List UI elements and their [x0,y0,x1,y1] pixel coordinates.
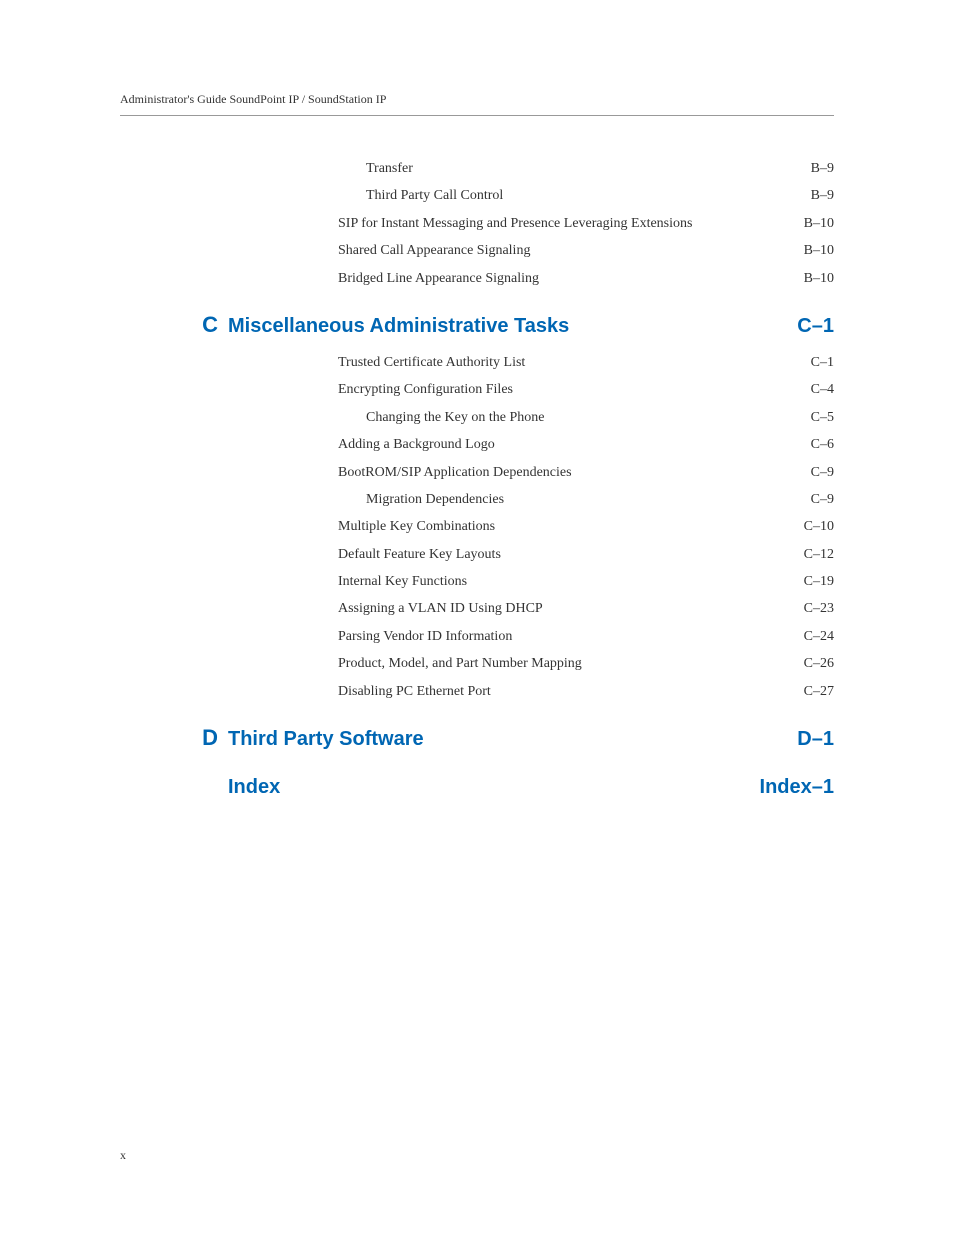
toc-page-ref: C–4 [811,379,834,401]
page-number: x [120,1148,126,1163]
toc-entry[interactable]: Encrypting Configuration Files C–4 [120,379,834,401]
toc-label: Product, Model, and Part Number Mapping [338,653,582,675]
toc-label: Bridged Line Appearance Signaling [338,268,539,290]
toc-page-ref: C–26 [804,653,834,675]
toc-entry[interactable]: SIP for Instant Messaging and Presence L… [120,213,834,235]
toc-entry[interactable]: Changing the Key on the Phone C–5 [120,407,834,429]
toc-page-ref: B–9 [811,185,834,207]
toc-label: Adding a Background Logo [338,434,495,456]
toc-entry[interactable]: Third Party Call Control B–9 [120,185,834,207]
toc-entry[interactable]: Shared Call Appearance Signaling B–10 [120,240,834,262]
toc-page-ref: B–10 [804,240,834,262]
toc-label: Default Feature Key Layouts [338,544,501,566]
section-page-ref: D–1 [797,728,834,751]
toc-page-ref: C–23 [804,598,834,620]
toc-page-ref: C–27 [804,681,834,703]
toc-entry[interactable]: Adding a Background Logo C–6 [120,434,834,456]
section-title: Index [228,776,280,799]
toc-label: Third Party Call Control [366,185,503,207]
toc-page-ref: B–10 [804,213,834,235]
section-title: Third Party Software [228,728,424,751]
toc-entry[interactable]: Parsing Vendor ID Information C–24 [120,626,834,648]
toc-entry[interactable]: Migration Dependencies C–9 [120,489,834,511]
section-title-wrap: Index Index–1 [228,776,834,799]
toc-label: Disabling PC Ethernet Port [338,681,491,703]
toc-entry[interactable]: Assigning a VLAN ID Using DHCP C–23 [120,598,834,620]
toc-entry[interactable]: Transfer B–9 [120,158,834,180]
section-title-wrap: Miscellaneous Administrative Tasks C–1 [228,315,834,338]
toc-entry[interactable]: Bridged Line Appearance Signaling B–10 [120,268,834,290]
toc-label: Encrypting Configuration Files [338,379,513,401]
header-text: Administrator's Guide SoundPoint IP / So… [120,92,386,106]
section-heading[interactable]: DThird Party Software D–1 [120,725,834,751]
section-letter: D [120,725,228,751]
toc-label: Transfer [366,158,413,180]
toc-label: Internal Key Functions [338,571,467,593]
section-page-ref: C–1 [797,315,834,338]
toc-page-ref: B–9 [811,158,834,180]
section-heading[interactable]: XIndex Index–1 [120,773,834,799]
content-area: Transfer B–9 Third Party Call Control B–9 SI… [0,116,954,799]
toc-page-ref: C–5 [811,407,834,429]
toc-page-ref: C–19 [804,571,834,593]
toc-label: Parsing Vendor ID Information [338,626,512,648]
toc-entry[interactable]: Disabling PC Ethernet Port C–27 [120,681,834,703]
toc-page-ref: C–24 [804,626,834,648]
toc-entry[interactable]: BootROM/SIP Application Dependencies C–9 [120,462,834,484]
page-header: Administrator's Guide SoundPoint IP / So… [0,0,954,107]
toc-page-ref: C–12 [804,544,834,566]
toc-page-ref: B–10 [804,268,834,290]
toc-label: Assigning a VLAN ID Using DHCP [338,598,543,620]
toc-entry[interactable]: Trusted Certificate Authority List C–1 [120,352,834,374]
toc-page-ref: C–9 [811,462,834,484]
toc-label: Changing the Key on the Phone [366,407,544,429]
page-number-text: x [120,1148,126,1162]
toc-label: Migration Dependencies [366,489,504,511]
section-letter: C [120,312,228,338]
toc-entry[interactable]: Product, Model, and Part Number Mapping C… [120,653,834,675]
section-title: Miscellaneous Administrative Tasks [228,315,569,338]
section-page-ref: Index–1 [760,776,834,799]
toc-label: BootROM/SIP Application Dependencies [338,462,572,484]
toc-label: SIP for Instant Messaging and Presence L… [338,213,692,235]
toc-label: Multiple Key Combinations [338,516,495,538]
toc-page-ref: C–1 [811,352,834,374]
toc-entry[interactable]: Default Feature Key Layouts C–12 [120,544,834,566]
toc-label: Trusted Certificate Authority List [338,352,525,374]
section-title-wrap: Third Party Software D–1 [228,728,834,751]
toc-entry[interactable]: Multiple Key Combinations C–10 [120,516,834,538]
toc-page-ref: C–10 [804,516,834,538]
toc-page-ref: C–6 [811,434,834,456]
toc-page-ref: C–9 [811,489,834,511]
toc-entry[interactable]: Internal Key Functions C–19 [120,571,834,593]
section-heading[interactable]: CMiscellaneous Administrative Tasks C–1 [120,312,834,338]
toc-label: Shared Call Appearance Signaling [338,240,530,262]
